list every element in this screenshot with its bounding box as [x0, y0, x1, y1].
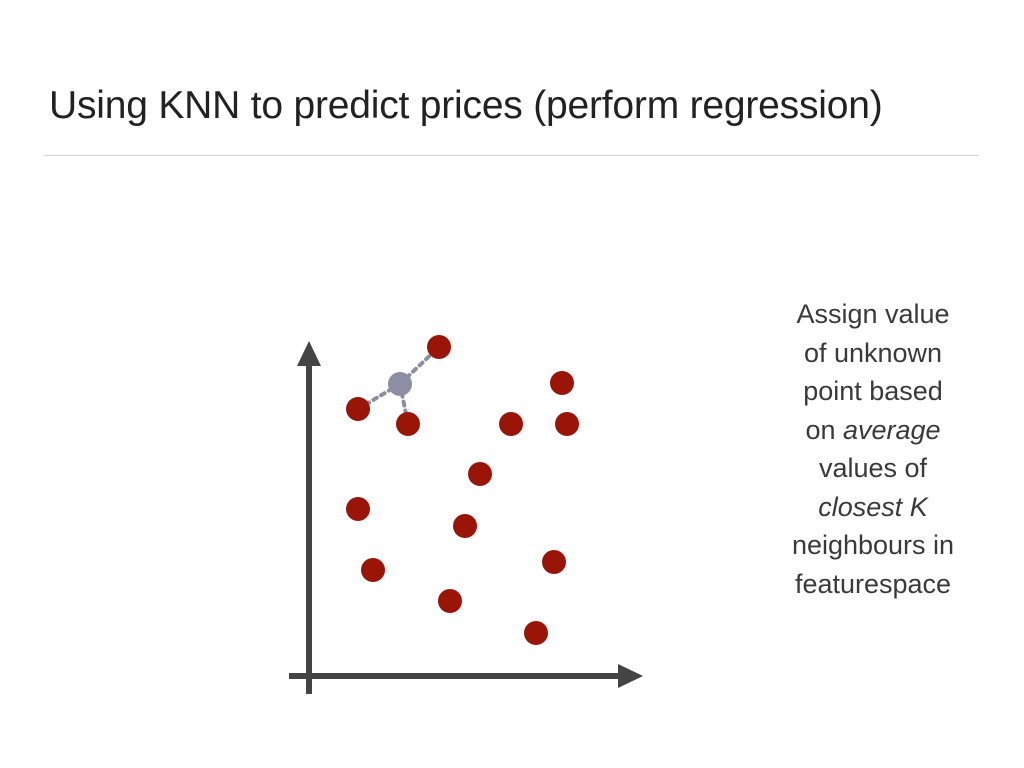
unknown-data-point: [388, 372, 412, 396]
known-data-point: [346, 397, 370, 421]
title-divider: [44, 155, 979, 156]
caption-line: of unknown: [762, 334, 984, 373]
caption-text: point based: [803, 376, 943, 406]
caption-text: of unknown: [803, 337, 943, 368]
caption-text: neighbours in: [791, 530, 955, 560]
explanation-text: Assign value of unknown point based on aver…: [762, 295, 984, 603]
known-data-point: [438, 589, 462, 613]
caption-line: neighbours in: [762, 526, 984, 565]
known-data-point: [524, 621, 548, 645]
caption-line: featurespace: [762, 565, 984, 604]
caption-text: on: [805, 414, 843, 445]
caption-emphasis: average: [842, 414, 941, 445]
axes: [289, 341, 643, 694]
caption-line: Assign value: [762, 295, 984, 334]
neighbor-link: [398, 382, 410, 426]
x-axis-arrowhead: [618, 664, 643, 688]
known-data-point: [555, 412, 579, 436]
known-data-point: [468, 462, 492, 486]
known-data-point: [361, 558, 385, 582]
known-data-point: [427, 335, 451, 359]
caption-text: featurespace: [794, 568, 952, 599]
known-data-point: [346, 497, 370, 521]
slide-title: Using KNN to predict prices (perform reg…: [49, 84, 883, 127]
caption-text: values of: [818, 453, 928, 483]
feature-points: [346, 335, 579, 645]
known-data-point: [453, 514, 477, 538]
known-data-point: [499, 412, 523, 436]
caption-emphasis: closest K: [818, 491, 928, 522]
known-data-point: [550, 371, 574, 395]
caption-line: closest K: [762, 488, 984, 527]
y-axis-arrowhead: [297, 341, 321, 366]
caption-text: Assign value: [796, 299, 950, 329]
caption-line: point based: [762, 372, 984, 411]
caption-line: values of: [762, 449, 984, 488]
known-data-point: [542, 550, 566, 574]
caption-line: on average: [762, 411, 984, 450]
known-data-point: [396, 412, 420, 436]
